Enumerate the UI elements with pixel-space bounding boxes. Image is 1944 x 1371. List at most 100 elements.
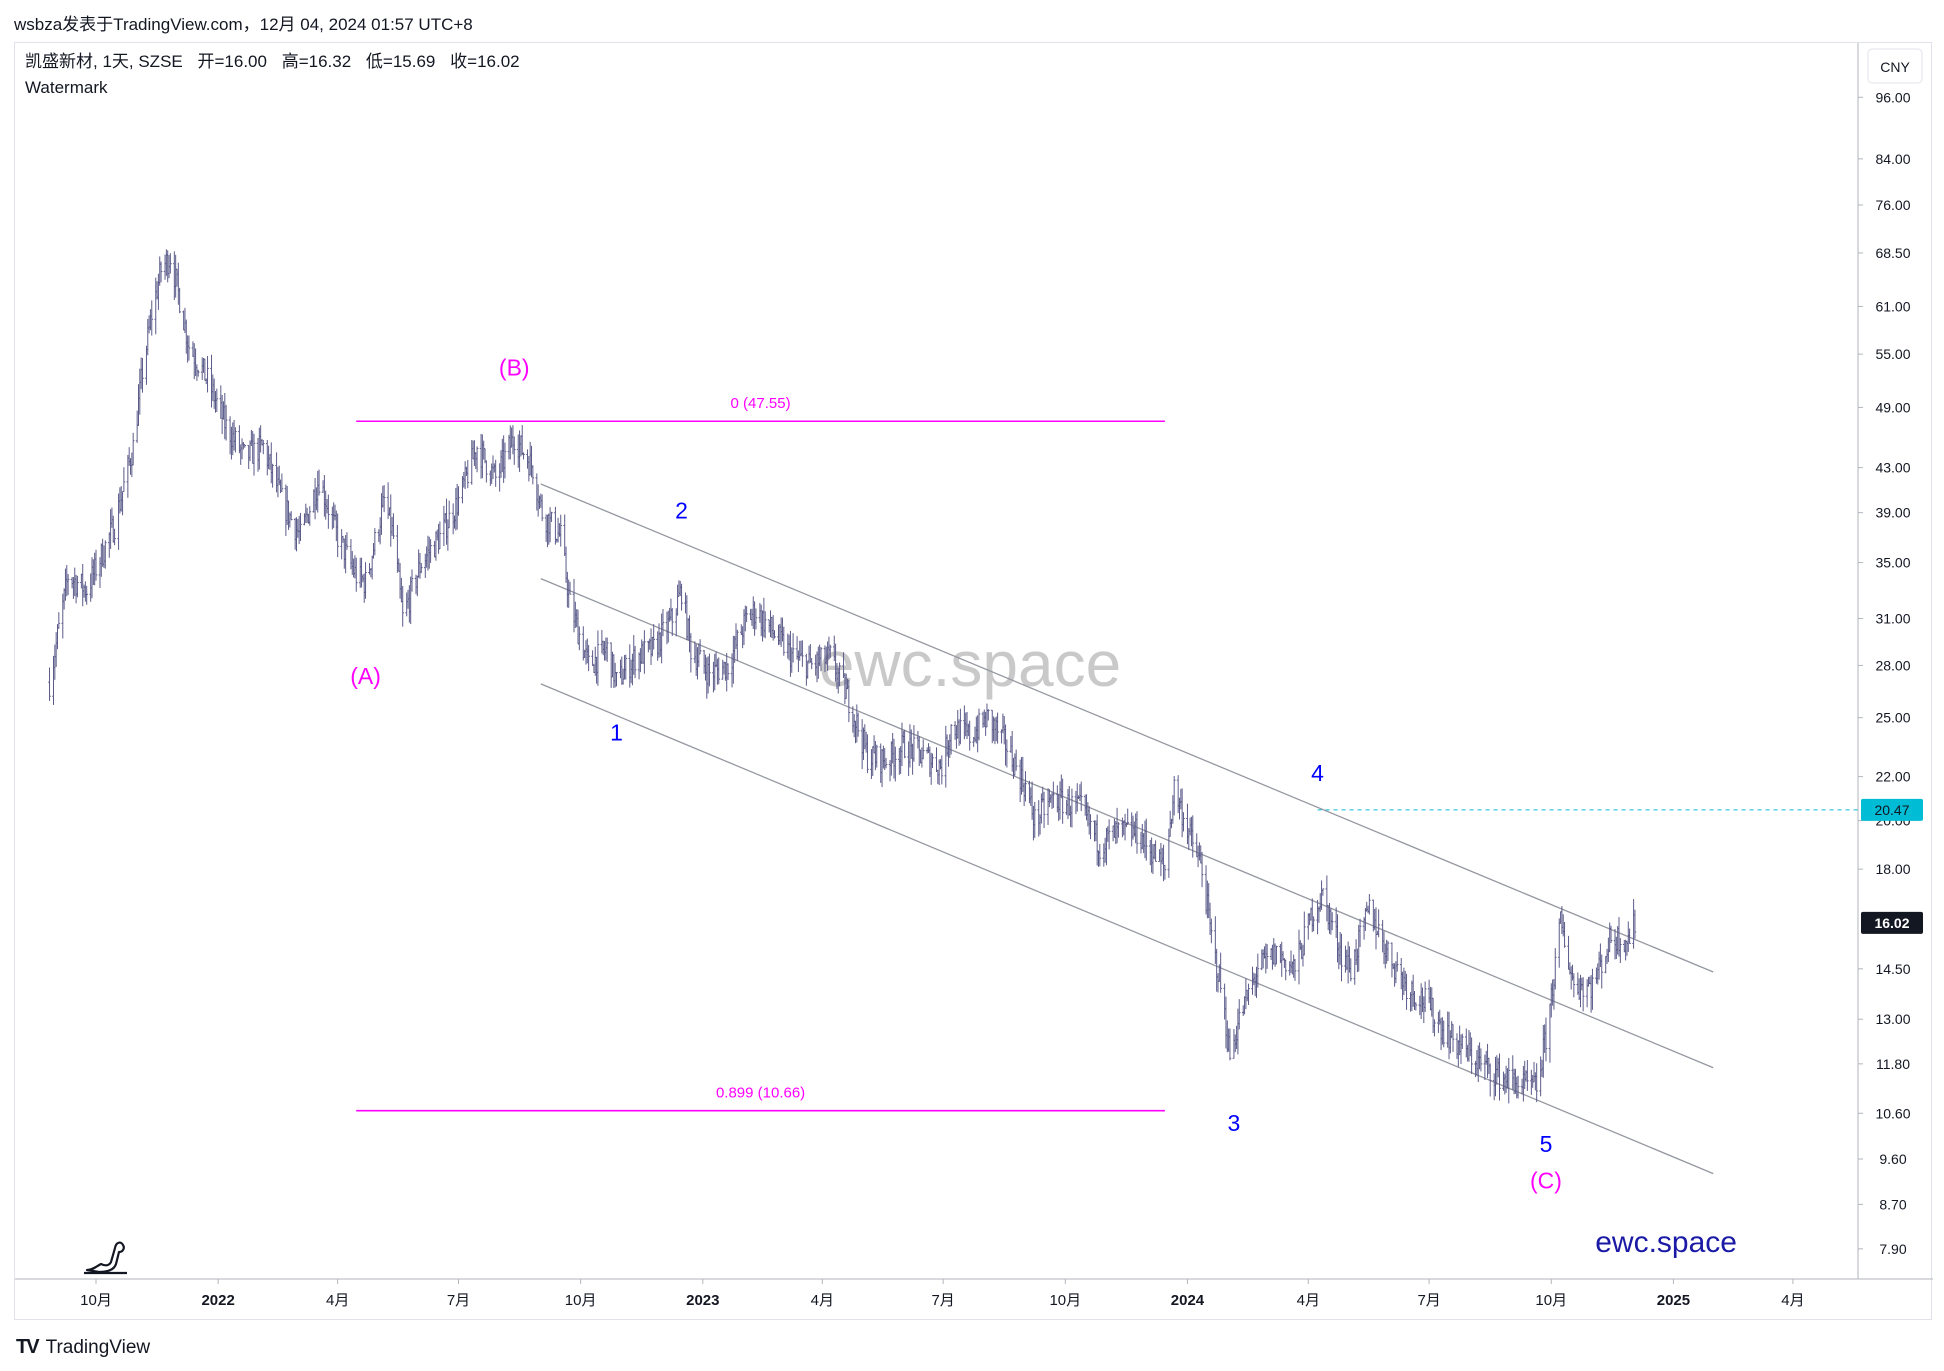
price-tick-label: 7.90 — [1879, 1241, 1906, 1257]
publish-caption: wsbza发表于TradingView.com，12月 04, 2024 01:… — [14, 15, 473, 34]
ohlc-bar — [801, 640, 804, 667]
ohlc-open-label: 开 — [197, 52, 214, 71]
ohlc-bar — [1275, 945, 1278, 965]
ohlc-bar — [1098, 843, 1102, 867]
wave-label: (A) — [350, 663, 381, 689]
ohlc-bar — [131, 432, 135, 466]
ohlc-bar — [1414, 1002, 1418, 1011]
ohlc-bar — [1117, 822, 1120, 838]
ohlc-bar — [299, 512, 302, 542]
ohlc-bar — [1507, 1058, 1511, 1104]
ohlc-bar — [94, 549, 98, 581]
wave-label: (C) — [1530, 1168, 1562, 1194]
ohlc-bar — [670, 607, 674, 636]
ohlc-bar — [624, 654, 628, 680]
ohlc-bar — [1628, 928, 1631, 944]
time-tick-label: 7月 — [1417, 1292, 1440, 1309]
ohlc-bar — [643, 630, 646, 674]
wave-label: 4 — [1311, 760, 1324, 786]
svg-text:凯盛新材, 1天, SZSE 开=16.00: 凯盛新材, 1天, SZSE 开=16.00 高=16.32 低=15.69 收… — [25, 52, 520, 71]
ohlc-low-value: =15.69 — [383, 52, 435, 71]
ohlc-bar — [1079, 781, 1083, 812]
ohlc-bar — [1191, 815, 1195, 858]
time-tick-label: 10月 — [1049, 1292, 1081, 1309]
ohlc-bar — [1135, 811, 1139, 854]
time-axis[interactable]: 10月 2022 4月 7月 10月 2023 4月 7月 10月 2024 4月 7月 10月 2025… — [80, 1279, 1805, 1309]
price-tick-label: 13.00 — [1875, 1011, 1910, 1027]
plot-area[interactable] — [15, 43, 1858, 1279]
ohlc-bar — [187, 335, 191, 361]
ohlc-bar — [438, 521, 442, 550]
fib-levels: 0 (47.55) 0.899 (10.66) — [356, 395, 1165, 1112]
price-tick-label: 10.60 — [1875, 1105, 1910, 1121]
ohlc-bar — [1479, 1048, 1483, 1072]
ohlc-bar — [680, 583, 683, 611]
ohlc-bar — [420, 562, 423, 574]
time-tick-label: 2023 — [686, 1292, 719, 1309]
ohlc-bar — [485, 460, 488, 483]
ohlc-bar — [791, 633, 795, 663]
ohlc-bar — [1498, 1053, 1501, 1101]
price-tick-label: 9.60 — [1879, 1151, 1906, 1167]
marker-price-label: 20.47 — [1874, 802, 1909, 818]
ohlc-bar — [828, 644, 832, 658]
ohlc-bar — [215, 388, 219, 413]
ohlc-bar — [354, 557, 358, 592]
ohlc-bar — [345, 532, 349, 550]
symbol-line: 凯盛新材, 1天, SZSE — [25, 52, 183, 71]
ohlc-bar — [1442, 1020, 1446, 1048]
price-axis[interactable]: 96.00 84.00 76.00 68.50 61.00 55.00 49.00 43.00… — [1858, 89, 1923, 1257]
ohlc-bar — [1423, 981, 1427, 1013]
ohlc-bar — [169, 253, 172, 274]
dino-icon[interactable] — [84, 1241, 127, 1275]
time-tick-label: 4月 — [326, 1292, 349, 1309]
time-tick-label: 4月 — [811, 1292, 834, 1309]
time-tick-label: 4月 — [1781, 1292, 1804, 1309]
fib-level-label: 0.899 (10.66) — [716, 1085, 805, 1102]
ohlc-bar — [754, 608, 758, 630]
ohlc-bar — [1619, 938, 1622, 963]
ohlc-bar — [1516, 1075, 1520, 1099]
tradingview-brand: TradingView — [45, 1336, 151, 1358]
ohlc-bar — [717, 657, 721, 685]
ohlc-bar — [1247, 983, 1250, 1005]
ohlc-bar — [252, 433, 256, 476]
ohlc-bar — [1377, 909, 1380, 938]
ohlc-bar — [1433, 1019, 1436, 1037]
ohlc-bar — [1154, 840, 1157, 863]
time-tick-label: 10月 — [1535, 1292, 1567, 1309]
price-tick-label: 68.50 — [1875, 245, 1910, 261]
ohlc-bar — [457, 486, 460, 516]
ohlc-high-value: =16.32 — [299, 52, 351, 71]
price-chart[interactable]: ewc.space 0 (47.55)0.899 (10.66) (A)(B)(… — [15, 43, 1933, 1321]
ohlc-close-label: 收 — [450, 52, 467, 71]
currency-button[interactable]: CNY — [1867, 48, 1923, 84]
ohlc-bar — [475, 446, 479, 473]
ohlc-bar — [103, 540, 107, 569]
ohlc-bar — [1042, 791, 1046, 829]
ohlc-bar — [308, 506, 312, 526]
ohlc-bar — [141, 357, 144, 393]
ohlc-bar — [1321, 888, 1325, 896]
price-tick-label: 22.00 — [1875, 769, 1910, 785]
ohlc-bar — [382, 485, 386, 513]
ohlc-open-value: =16.00 — [214, 52, 266, 71]
price-tick-label: 8.70 — [1879, 1196, 1906, 1212]
ohlc-bar — [1405, 973, 1408, 1010]
chart-frame[interactable]: ewc.space 0 (47.55) 0.899 (10.66) (A) (B)(… — [14, 42, 1933, 1321]
ohlc-bar — [1256, 953, 1260, 988]
symbol-legend: 凯盛新材, 1天, SZSE 开=16.00 高=16.32 低=15.69 收… — [25, 52, 520, 97]
ohlc-bar — [1563, 921, 1566, 948]
ohlc-bar — [986, 709, 990, 721]
ohlc-bar — [736, 629, 739, 661]
wave-label: (B) — [499, 355, 530, 381]
ohlc-bar — [57, 612, 61, 629]
tradingview-footer[interactable]: TV TradingView — [16, 1336, 150, 1359]
ohlc-bar — [224, 404, 228, 441]
ohlc-bar — [317, 469, 321, 496]
channel-line[interactable] — [540, 483, 1714, 973]
ohlc-bar — [866, 734, 869, 774]
ohlc-bar — [150, 300, 154, 336]
price-tick-label: 28.00 — [1875, 657, 1910, 673]
ohlc-close-value: =16.02 — [467, 52, 519, 71]
